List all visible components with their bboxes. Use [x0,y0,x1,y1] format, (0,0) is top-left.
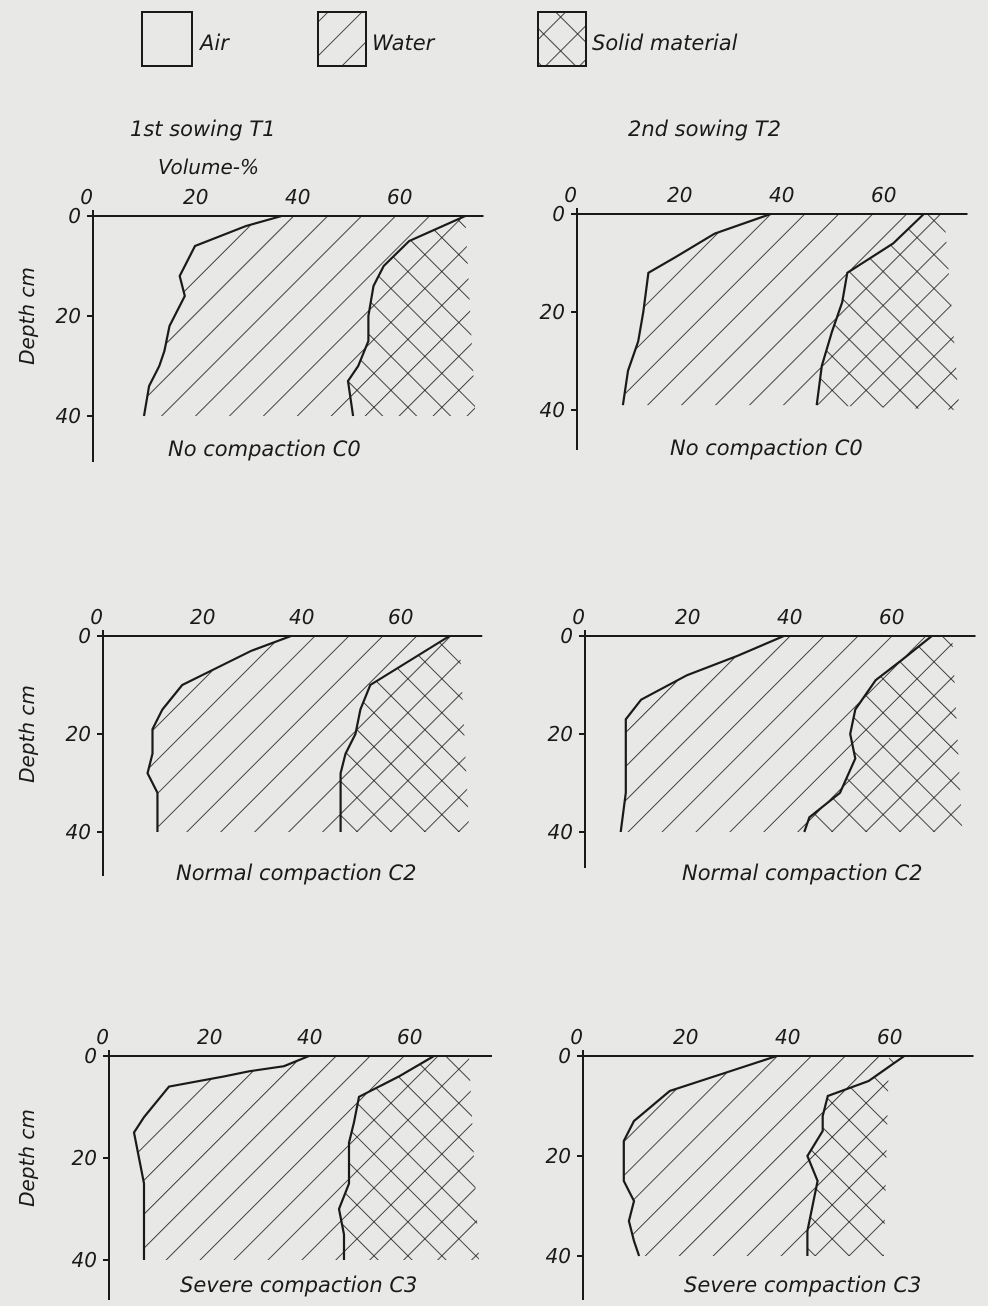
y-axis-label: Depth cm [15,267,39,365]
panel-6: 0 20 40 60 0 20 40 Severe compaction C3 [546,1025,974,1300]
y-tick-label: 40 [56,404,81,428]
y-tick-label: 20 [66,722,91,746]
x-tick-label: 60 [397,1025,422,1049]
panel-title: Severe compaction C3 [684,1273,921,1297]
x-tick-label: 0 [564,183,577,207]
y-tick-label: 40 [540,398,565,422]
x-tick-label: 40 [285,185,310,209]
x-tick-label: 0 [80,185,93,209]
x-tick-label: 0 [96,1025,109,1049]
y-tick-label: 20 [72,1146,97,1170]
legend-item-solid: Solid material [537,11,738,67]
water-solid-boundary-line [815,213,925,406]
x-tick-label: 20 [667,183,692,207]
solid-area-crosshatch [348,216,476,416]
x-tick-label: 60 [387,185,412,209]
x-tick-label: 20 [190,605,215,629]
panel-2: 0 20 40 60 0 20 40 No compaction C0 [540,183,968,460]
column-title-t2: 2nd sowing T2 [628,117,781,141]
water-solid-boundary-line [337,1055,435,1260]
y-tick-label: 20 [56,304,81,328]
air-water-boundary-line [622,1054,778,1257]
water-area [144,216,466,416]
x-tick-label: 20 [675,605,700,629]
x-tick-label: 0 [572,605,585,629]
x-tick-label: 40 [769,183,794,207]
legend: Air Water Solid material [141,11,738,67]
y-tick-label: 0 [552,202,565,226]
legend-swatch-water [317,11,367,67]
x-tick-label: 20 [183,185,208,209]
legend-swatch-air [141,11,193,67]
water-solid-boundary-line [806,1055,905,1256]
water-solid-boundary-line [803,635,933,833]
x-tick-label: 20 [673,1025,698,1049]
x-tick-label: 0 [90,605,103,629]
solid-area-crosshatch [340,636,470,832]
panels: 0 20 40 60 0 20 40 Depth cm No compaction C0 0 20 4… [15,183,976,1300]
solid-area-crosshatch [804,636,963,832]
x-tick-label: 60 [877,1025,902,1049]
air-water-boundary-line [146,634,292,832]
panel-4: 0 20 40 60 0 20 40 Normal compaction C2 [548,605,976,885]
y-tick-label: 40 [72,1248,97,1272]
panel-1: 0 20 40 60 0 20 40 Depth cm No compaction C0 [15,185,484,462]
y-tick-label: 0 [78,624,91,648]
x-tick-label: 60 [879,605,904,629]
air-water-boundary-line [619,634,785,833]
y-tick-label: 0 [84,1044,97,1068]
legend-item-water: Water [317,11,436,67]
water-area [623,1056,905,1256]
panel-title: Normal compaction C2 [682,861,923,885]
panel-title: No compaction C0 [168,437,361,461]
x-tick-label: 60 [388,605,413,629]
y-tick-label: 20 [548,722,573,746]
solid-area-crosshatch [339,1056,479,1260]
panel-5: 0 20 40 60 0 20 40 Depth cm Severe compaction C3 [15,1025,492,1300]
legend-item-air: Air [141,11,230,67]
y-tick-label: 20 [546,1144,571,1168]
y-tick-label: 40 [546,1244,571,1268]
x-tick-label: 40 [777,605,802,629]
air-water-boundary-line [132,1054,310,1260]
panel-title: Normal compaction C2 [176,861,417,885]
panel-title: Severe compaction C3 [180,1273,417,1297]
air-water-boundary-line [142,214,282,417]
x-tick-label: 20 [197,1025,222,1049]
solid-area-crosshatch [807,1056,905,1256]
column-title-t1: 1st sowing T1 [130,117,276,141]
y-tick-label: 0 [68,204,81,228]
solid-area-crosshatch [816,214,960,410]
y-tick-label: 20 [540,300,565,324]
x-axis-label: Volume-% [158,155,259,179]
y-tick-label: 0 [558,1044,571,1068]
water-area [620,636,932,832]
water-area [622,214,924,406]
x-tick-label: 40 [775,1025,800,1049]
y-tick-label: 40 [66,820,91,844]
legend-label-solid: Solid material [592,31,738,55]
x-tick-label: 40 [289,605,314,629]
water-solid-boundary-line [346,214,466,417]
y-tick-label: 40 [548,820,573,844]
water-area [134,1056,434,1260]
legend-label-air: Air [198,31,230,55]
water-area [147,636,450,832]
panel-3: 0 20 40 60 0 20 40 Depth cm Normal compaction C2 [15,605,483,885]
y-axis-label: Depth cm [15,685,39,783]
water-solid-boundary-line [339,635,451,832]
x-tick-label: 40 [297,1025,322,1049]
x-tick-label: 0 [570,1025,583,1049]
legend-swatch-solid-cross [538,12,586,66]
air-water-boundary-line [621,212,772,406]
y-axis-label: Depth cm [15,1109,39,1207]
panel-title: No compaction C0 [670,436,863,460]
x-tick-label: 60 [871,183,896,207]
y-tick-label: 0 [560,624,573,648]
legend-label-water: Water [372,31,436,55]
